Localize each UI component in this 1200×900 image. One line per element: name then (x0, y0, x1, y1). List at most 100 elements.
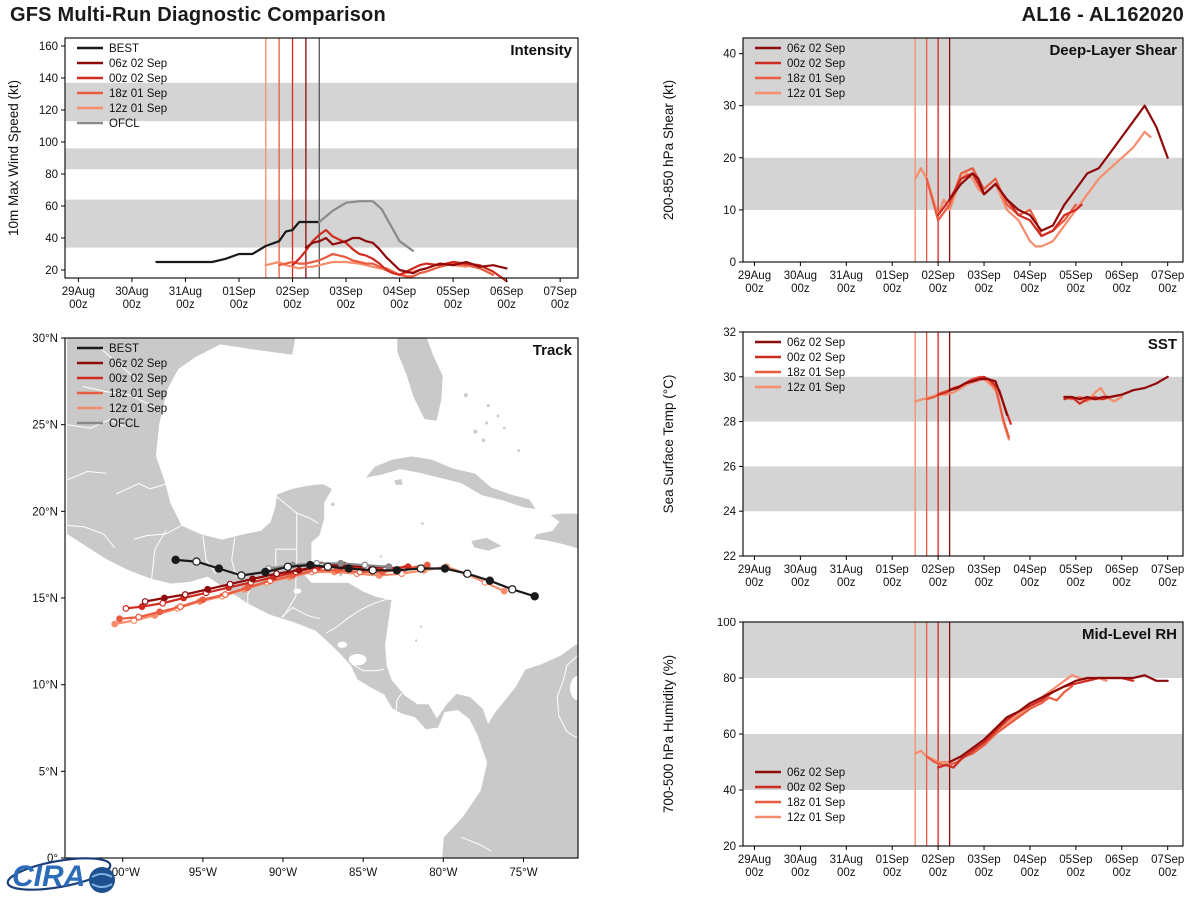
x-tick-label: 03Sep (967, 564, 1000, 576)
y-tick-label: 30 (723, 372, 736, 384)
track-point (344, 564, 353, 573)
plot-frame (742, 331, 1184, 557)
x-tick-label: 06Sep (1105, 854, 1138, 866)
x-tick-label: 06Sep (1105, 270, 1138, 282)
series-BEST (155, 220, 321, 264)
lon-tick-label: 95°W (189, 867, 217, 879)
x-tick-label: 02Sep (921, 854, 954, 866)
y-tick-label: 100 (39, 137, 58, 149)
admin-border (326, 597, 391, 634)
track-point (306, 560, 315, 570)
legend-label: 18z 01 Sep (787, 73, 845, 85)
shaded-band (743, 734, 1183, 790)
logo-orbit-icon (6, 857, 112, 891)
x-tick-label: 31Aug (830, 564, 863, 576)
x-tick-label: 02Sep (921, 564, 954, 576)
track-point (138, 603, 146, 611)
legend-label: 06z 02 Sep (787, 43, 845, 55)
admin-border (556, 654, 578, 739)
x-tick-label: 04Sep (1013, 270, 1046, 282)
x-tick-sublabel: 00z (123, 299, 142, 311)
track-point (295, 566, 303, 574)
track-point (463, 569, 472, 578)
y-tick-label: 60 (723, 729, 736, 741)
landmass (469, 536, 504, 552)
admin-border (485, 707, 489, 722)
admin-border (296, 512, 319, 524)
track-point (111, 620, 119, 628)
y-tick-label: 20 (723, 841, 736, 853)
x-tick-sublabel: 00z (929, 283, 948, 295)
landmass (392, 477, 404, 486)
legend-label: 06z 02 Sep (787, 337, 845, 349)
x-tick-sublabel: 00z (1113, 283, 1132, 295)
track-point (392, 566, 402, 575)
y-tick-label: 60 (45, 201, 58, 213)
series-06z-02-Sep (1063, 375, 1169, 401)
init-time-vlines (914, 332, 951, 556)
lat-axis: 0° 5°N 10°N 15°N 20°N 25°N 30°N (32, 333, 65, 865)
legend-label: 00z 02 Sep (787, 782, 845, 794)
x-tick-label: 01Sep (876, 854, 909, 866)
island (486, 403, 491, 408)
track-point (171, 555, 180, 565)
x-tick-sublabel: 00z (1067, 867, 1086, 879)
x-tick-label: 07Sep (1151, 854, 1184, 866)
y-tick-label: 10 (723, 205, 736, 217)
y-tick-label: 120 (39, 105, 58, 117)
admin-border (231, 537, 237, 578)
x-tick-sublabel: 00z (1067, 283, 1086, 295)
y-tick-label: 24 (723, 506, 736, 518)
track-point (508, 585, 517, 594)
x-axis: 29Aug00z30Aug00z31Aug00z01Sep00z02Sep00z… (738, 846, 1184, 879)
x-tick-label: 30Aug (115, 286, 148, 298)
x-tick-label: 05Sep (1059, 564, 1092, 576)
admin-border (82, 386, 156, 408)
x-tick-label: 29Aug (738, 564, 771, 576)
y-tick-label: 100 (717, 618, 736, 629)
legend-label: OFCL (109, 118, 140, 130)
panel-title: SST (1148, 336, 1177, 353)
legend: 06z 02 Sep 00z 02 Sep 18z 01 Sep 12z 01 Sep (755, 767, 845, 824)
x-tick-sublabel: 00z (230, 299, 249, 311)
x-tick-sublabel: 00z (791, 867, 810, 879)
x-tick-sublabel: 00z (1021, 283, 1040, 295)
category-bands (743, 38, 1183, 210)
y-tick-label: 22 (723, 551, 736, 563)
x-tick-sublabel: 00z (1158, 283, 1177, 295)
series-00z-02-Sep (937, 172, 1083, 238)
island (516, 448, 521, 453)
x-tick-sublabel: 00z (1113, 867, 1132, 879)
x-tick-sublabel: 00z (176, 299, 195, 311)
sst-chart: 22242628303229Aug00z30Aug00z31Aug00z01Se… (661, 327, 1184, 589)
lat-tick-label: 15°N (32, 593, 58, 605)
legend-label: 12z 01 Sep (787, 382, 845, 394)
y-tick-label: 80 (45, 169, 58, 181)
y-tick-label: 160 (39, 41, 58, 53)
legend: 06z 02 Sep 00z 02 Sep 18z 01 Sep 12z 01 Sep (755, 43, 845, 100)
shaded-band (743, 157, 1183, 210)
x-tick-sublabel: 00z (975, 283, 994, 295)
track-point (199, 596, 207, 604)
track-point (485, 576, 495, 585)
track-point (192, 557, 201, 566)
x-tick-label: 02Sep (921, 270, 954, 282)
y-tick-label: 20 (45, 265, 58, 277)
lat-tick-label: 20°N (32, 506, 58, 518)
y-tick-label: 0 (730, 257, 736, 269)
legend-label: BEST (109, 343, 139, 355)
island (414, 638, 418, 643)
track-point (440, 564, 450, 573)
shaded-band (65, 148, 578, 170)
x-tick-sublabel: 00z (1158, 867, 1177, 879)
legend-label: 00z 02 Sep (787, 58, 845, 70)
x-tick-sublabel: 00z (883, 283, 902, 295)
x-tick-label: 31Aug (830, 270, 863, 282)
x-tick-label: 05Sep (1059, 854, 1092, 866)
y-axis: 0 10 20 30 40 (723, 49, 743, 269)
island (420, 521, 425, 526)
legend: BEST 06z 02 Sep 00z 02 Sep 18z 01 Sep 12z 01… (77, 343, 167, 430)
admin-border (66, 470, 107, 481)
track-point (368, 566, 377, 575)
x-tick-sublabel: 00z (929, 577, 948, 589)
